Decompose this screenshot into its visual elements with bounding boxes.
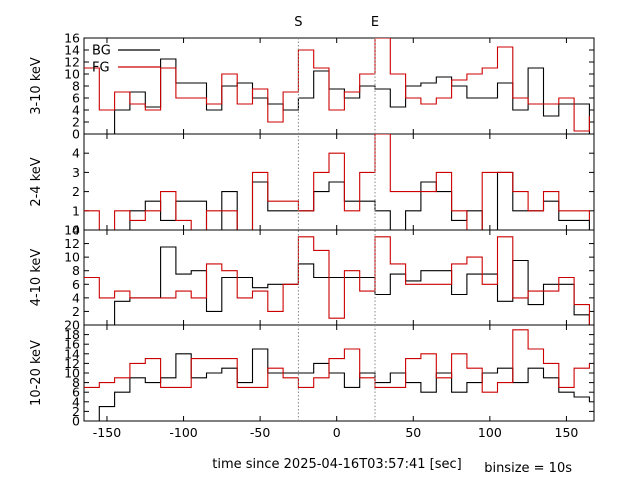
y-tick-label: 4 (72, 290, 80, 305)
y-tick-label: 6 (72, 91, 80, 106)
y-axis-label: 3-10 keV (29, 57, 44, 115)
series-line-fg (84, 38, 590, 132)
y-tick-label: 8 (72, 79, 80, 94)
y-tick-label: 16 (64, 337, 80, 352)
series-line-bg (84, 171, 590, 230)
y-tick-label: 14 (64, 346, 80, 361)
x-tick-label: -50 (250, 425, 270, 440)
x-tick-label: 0 (333, 425, 341, 440)
y-tick-label: 2 (72, 304, 80, 319)
y-tick-label: 1 (72, 203, 80, 218)
series-line-fg (84, 236, 590, 325)
y-tick-label: 18 (64, 327, 80, 342)
y-axis-label: 2-4 keV (29, 157, 44, 206)
y-tick-label: 0 (72, 414, 80, 429)
x-tick-label: -100 (169, 425, 197, 440)
y-tick-label: 3 (72, 165, 80, 180)
series-line-bg (84, 58, 590, 134)
binsize-label: binsize = 10s (484, 461, 572, 476)
y-tick-label: 0 (72, 223, 80, 238)
panel-2: 0 1 2 3 4 2-4 keV (29, 133, 595, 238)
y-tick-label: 12 (64, 356, 80, 371)
x-tick-label: 100 (478, 425, 502, 440)
x-tick-label: -150 (93, 425, 121, 440)
y-tick-label: 2 (72, 184, 80, 199)
y-tick-label: 14 (64, 223, 80, 238)
y-tick-label: 10 (64, 366, 80, 381)
legend-label-bg: BG (92, 44, 111, 59)
y-tick-label: 20 (64, 318, 80, 333)
y-tick-label: 16 (64, 31, 80, 46)
y-tick-label: 6 (72, 277, 80, 292)
series-line-fg (84, 329, 590, 393)
marker-label-s: S (294, 15, 302, 30)
marker-label-e: E (371, 15, 379, 30)
y-tick-label: 4 (72, 146, 80, 161)
x-axis-label: time since 2025-04-16T03:57:41 [sec] (212, 457, 461, 472)
y-axis-label: 4-10 keV (29, 249, 44, 307)
y-tick-label: 4 (72, 394, 80, 409)
series-line-fg (84, 134, 590, 230)
y-axis-label: 10-20 keV (29, 340, 44, 406)
x-tick-label: 50 (405, 425, 421, 440)
y-tick-label: 12 (64, 55, 80, 70)
y-tick-label: 8 (72, 375, 80, 390)
y-tick-label: 2 (72, 404, 80, 419)
y-tick-label: 8 (72, 263, 80, 278)
y-tick-label: 14 (64, 43, 80, 58)
y-tick-label: 4 (72, 103, 80, 118)
y-tick-label: 0 (72, 127, 80, 142)
y-tick-label: 10 (64, 67, 80, 82)
x-tick-label: 150 (555, 425, 579, 440)
legend-label-fg: FG (92, 61, 110, 76)
legend: BG FG (92, 44, 160, 76)
y-tick-label: 12 (64, 236, 80, 251)
y-tick-label: 10 (64, 250, 80, 265)
y-tick-label: 2 (72, 115, 80, 130)
series-line-bg (84, 246, 590, 325)
y-tick-label: 6 (72, 385, 80, 400)
series-line-bg (84, 348, 590, 421)
